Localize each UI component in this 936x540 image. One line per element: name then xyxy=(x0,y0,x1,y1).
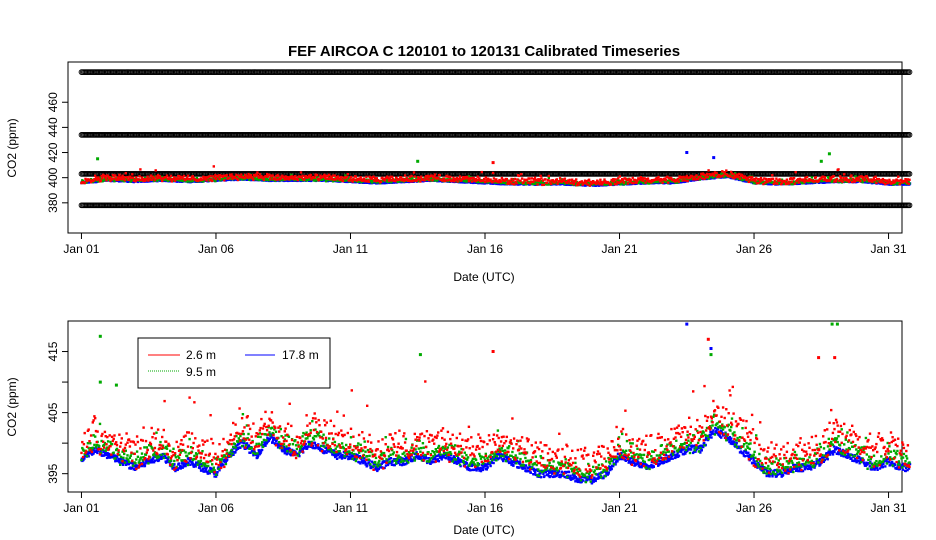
y-tick-label: 400 xyxy=(46,167,60,187)
y-tick-label: 380 xyxy=(46,192,60,212)
x-tick-label: Jan 21 xyxy=(602,242,638,256)
x-tick-label: Jan 31 xyxy=(871,242,907,256)
calibration-level xyxy=(78,69,913,75)
calibration-level xyxy=(78,132,913,138)
x-tick-label: Jan 11 xyxy=(333,242,368,256)
chart-title: FEF AIRCOA C 120101 to 120131 Calibrated… xyxy=(288,43,680,60)
calibration-level xyxy=(78,171,913,177)
x-tick-label: Jan 06 xyxy=(198,242,234,256)
y-axis: 380 400 420 440 460 xyxy=(46,92,68,213)
data-point xyxy=(214,179,217,183)
y-tick-label: 460 xyxy=(46,92,60,112)
x-tick-label: Jan 01 xyxy=(63,242,99,256)
x-tick-label: Jan 26 xyxy=(736,242,772,256)
x-axis: Jan 01 Jan 06 Jan 11 Jan 16 Jan 21 Jan 26 Jan … xyxy=(63,233,907,256)
data-point xyxy=(906,202,913,209)
calibration-level xyxy=(78,202,913,209)
x-tick-label: Jan 16 xyxy=(467,242,503,256)
plot-area xyxy=(78,69,913,209)
top-panel: Jan 01 Jan 06 Jan 11 Jan 16 Jan 21 Jan 26 Jan … xyxy=(5,61,913,284)
y-tick-label: 420 xyxy=(46,142,60,162)
data-point xyxy=(102,179,106,182)
y-tick-label: 440 xyxy=(46,117,60,137)
